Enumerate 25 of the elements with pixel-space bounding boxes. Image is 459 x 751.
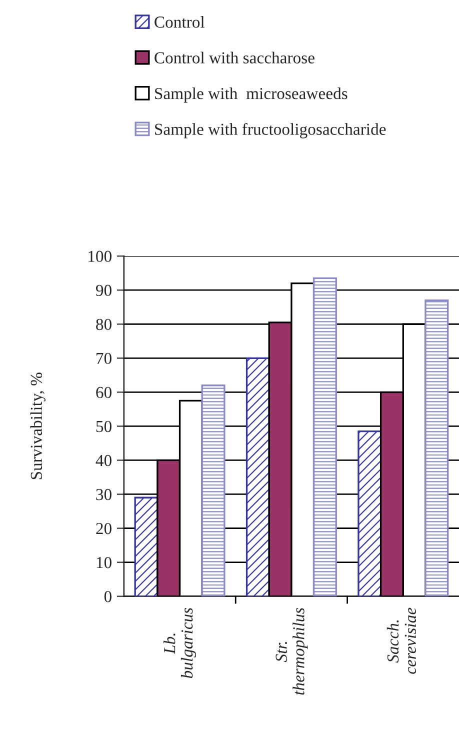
y-tick-label: 100 [88,250,112,262]
legend-label: Sample with fructooligosaccharide [155,123,386,138]
x-tick-label: Str. thermophilus [276,608,308,695]
y-tick-label: 50 [96,420,112,432]
bar [134,496,158,596]
y-tick-label: 90 [96,284,112,296]
y-tick-label: 30 [96,488,112,500]
bar [201,384,226,596]
y-tick-label: 20 [96,522,112,534]
y-tick-label: 60 [96,386,112,398]
legend-label: Control with saccharose [154,52,314,64]
legend-label: Control [154,16,205,28]
bar [312,277,337,596]
y-tick-label: 10 [96,556,112,568]
x-tick-label: Sacch. cerevisiae [386,608,416,674]
y-tick-label: 80 [96,318,112,330]
bar [246,357,270,596]
y-tick-label: 0 [104,590,112,602]
legend-label: Sample with microseaweeds [155,87,348,103]
x-tick-label: Lb. bulgaricus [164,608,196,678]
bar [358,430,382,596]
y-tick-label: 40 [96,454,112,466]
bar [424,299,449,596]
y-tick-label: 70 [96,352,112,364]
y-axis-title: Survivability, % [30,372,46,480]
